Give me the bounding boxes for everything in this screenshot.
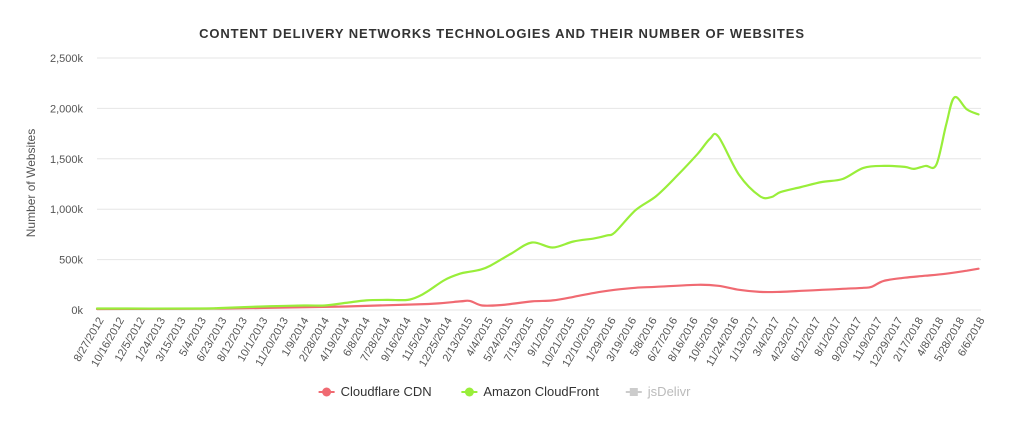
- legend-label: Amazon CloudFront: [483, 384, 599, 399]
- series-line-cloudflare-cdn: [95, 267, 980, 311]
- y-tick-label: 2,000k: [50, 103, 84, 115]
- chart-title: CONTENT DELIVERY NETWORKS TECHNOLOGIES A…: [199, 26, 805, 41]
- y-tick-label: 2,500k: [50, 53, 84, 65]
- y-axis-label: Number of Websites: [24, 129, 38, 238]
- y-tick-label: 1,500k: [50, 154, 84, 166]
- x-axis-ticks: 8/27/201210/16/201212/5/20121/24/20133/1…: [72, 316, 988, 370]
- series-line-amazon-cloudfront: [95, 95, 980, 310]
- y-tick-label: 1,000k: [50, 204, 84, 216]
- series-lines: [95, 95, 980, 311]
- legend-item-cloudflare-cdn[interactable]: Cloudflare CDN: [318, 384, 432, 399]
- y-axis-ticks: 0k 500k 1,000k 1,500k 2,000k 2,500k: [50, 53, 84, 317]
- y-tick-label: 0k: [71, 305, 83, 317]
- legend: Cloudflare CDN Amazon CloudFront jsDelivr: [318, 384, 691, 399]
- grid: [97, 57, 981, 311]
- y-tick-label: 500k: [59, 255, 83, 267]
- legend-marker: [322, 387, 332, 397]
- legend-marker: [629, 388, 638, 396]
- legend-item-jsdelivr[interactable]: jsDelivr: [625, 384, 691, 399]
- legend-marker: [464, 387, 474, 397]
- legend-label: jsDelivr: [647, 384, 691, 399]
- legend-item-amazon-cloudfront[interactable]: Amazon CloudFront: [461, 384, 599, 399]
- legend-label: Cloudflare CDN: [341, 384, 432, 399]
